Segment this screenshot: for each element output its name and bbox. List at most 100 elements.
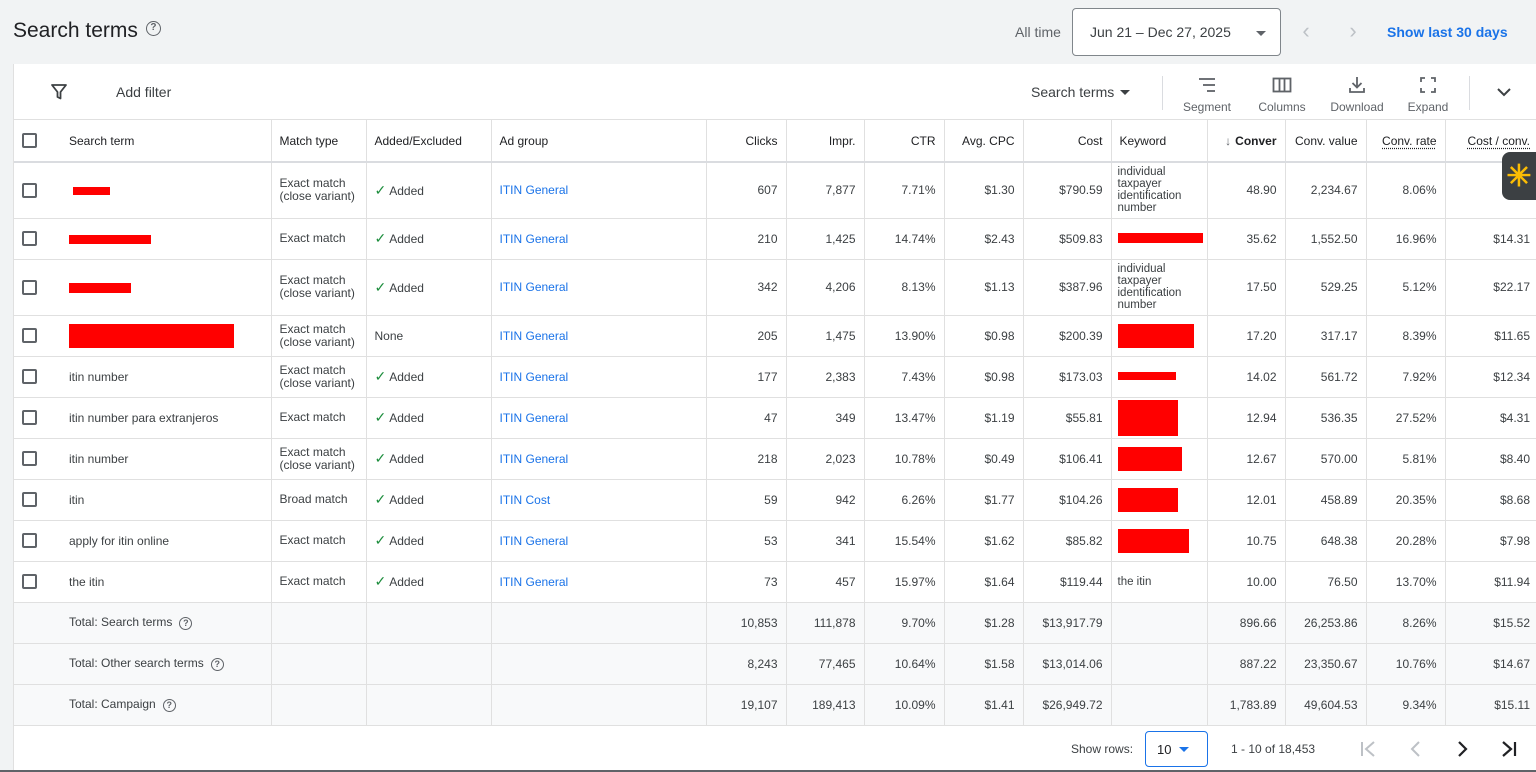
- table-row[interactable]: the itin Exact match ✓ Added ITIN General 73 4…: [14, 561, 1536, 603]
- ctr-cell: 7.43%: [864, 356, 945, 398]
- date-range-picker[interactable]: Jun 21 – Dec 27, 2025: [1072, 8, 1281, 56]
- clicks-cell: 210: [706, 218, 787, 260]
- totals-avg-cpc-cell: $1.28: [944, 602, 1024, 644]
- previous-period-arrow-icon[interactable]: ‹: [1302, 18, 1310, 43]
- row-checkbox[interactable]: [22, 492, 37, 508]
- search-term-cell: itin number para extranjeros: [61, 397, 272, 439]
- ad-group-link[interactable]: ITIN General: [499, 280, 569, 294]
- ad-group-link[interactable]: ITIN General: [499, 410, 569, 425]
- row-select-cell: [14, 397, 61, 439]
- table-row[interactable]: itin number Exact match (close variant) ✓ A…: [14, 438, 1536, 480]
- previous-page-icon[interactable]: [1404, 739, 1428, 759]
- totals-added-excluded-cell: [366, 643, 492, 685]
- ad-group-link[interactable]: ITIN General: [499, 451, 569, 466]
- segment-label: Segment: [1182, 100, 1232, 114]
- column-header-conv-rate[interactable]: Conv. rate: [1366, 120, 1446, 163]
- row-checkbox[interactable]: [22, 279, 37, 295]
- ad-group-link[interactable]: ITIN General: [499, 369, 569, 384]
- column-header-conv-value[interactable]: Conv. value: [1285, 120, 1367, 163]
- show-last-30-days-link[interactable]: Show last 30 days: [1387, 24, 1508, 40]
- added-excluded-cell: ✓ Added: [366, 561, 492, 603]
- row-checkbox[interactable]: [22, 369, 37, 385]
- ad-group-cell: ITIN General: [491, 438, 707, 480]
- column-header-keyword[interactable]: Keyword: [1111, 120, 1208, 163]
- column-header-cost[interactable]: Cost: [1023, 120, 1112, 163]
- cost-cell: $509.83: [1023, 218, 1112, 260]
- filter-icon[interactable]: [50, 83, 68, 101]
- ctr-cell: 10.78%: [864, 438, 945, 480]
- add-filter-button[interactable]: Add filter: [116, 84, 172, 100]
- conv-rate-cell: 13.70%: [1366, 561, 1446, 603]
- impressions-cell: 7,877: [786, 162, 865, 219]
- chevron-down-icon[interactable]: [1496, 84, 1512, 100]
- help-icon[interactable]: ?: [210, 657, 224, 671]
- column-header-clicks[interactable]: Clicks: [706, 120, 787, 163]
- columns-icon: [1272, 77, 1292, 93]
- ad-group-link[interactable]: ITIN General: [499, 328, 569, 343]
- table-row[interactable]: itin Broad match ✓ Added ITIN Cost 59 942 6.26%…: [14, 479, 1536, 521]
- match-type-cell: Exact match (close variant): [271, 162, 367, 219]
- search-term-cell: [61, 315, 272, 357]
- table-row[interactable]: itin number Exact match (close variant) ✓ A…: [14, 356, 1536, 398]
- row-checkbox[interactable]: [22, 231, 37, 247]
- table-row[interactable]: itin number para extranjeros Exact match ✓…: [14, 397, 1536, 439]
- ad-group-link[interactable]: ITIN Cost: [499, 492, 551, 507]
- last-page-icon[interactable]: [1496, 739, 1520, 759]
- column-header-search-term[interactable]: Search term: [61, 120, 272, 163]
- row-select-cell: [14, 162, 61, 219]
- row-checkbox[interactable]: [22, 328, 37, 344]
- columns-button[interactable]: Columns: [1254, 74, 1310, 114]
- segment-button[interactable]: Segment: [1180, 74, 1234, 114]
- first-page-icon[interactable]: [1357, 739, 1381, 759]
- assistant-sparkle-icon[interactable]: ✳: [1502, 152, 1536, 200]
- impressions-cell: 2,383: [786, 356, 865, 398]
- show-rows-label: Show rows:: [1071, 742, 1134, 756]
- rows-per-page-select[interactable]: 10: [1145, 731, 1208, 767]
- ad-group-cell: ITIN General: [491, 561, 707, 603]
- download-button[interactable]: Download: [1327, 74, 1387, 114]
- check-icon: ✓: [374, 573, 387, 589]
- conv-value-cell: 458.89: [1285, 479, 1367, 521]
- column-header-impressions[interactable]: Impr.: [786, 120, 865, 163]
- help-icon[interactable]: ?: [179, 616, 193, 630]
- totals-spacer-cell: [14, 602, 61, 644]
- avg-cpc-cell: $1.19: [944, 397, 1024, 439]
- ad-group-link[interactable]: ITIN General: [499, 574, 569, 589]
- match-type-cell: Exact match: [271, 520, 367, 562]
- row-checkbox[interactable]: [22, 182, 37, 198]
- keyword-text: the itin: [1117, 575, 1152, 588]
- expand-button[interactable]: Expand: [1404, 74, 1452, 114]
- table-row[interactable]: Exact match (close variant) None ITIN Gene…: [14, 315, 1536, 357]
- row-checkbox[interactable]: [22, 451, 37, 467]
- table-row[interactable]: Exact match (close variant) ✓ Added ITIN Ge…: [14, 259, 1536, 316]
- column-header-match-type[interactable]: Match type: [271, 120, 367, 163]
- next-period-arrow-icon[interactable]: ›: [1349, 18, 1357, 43]
- row-checkbox[interactable]: [22, 533, 37, 549]
- totals-conv-value-cell: 23,350.67: [1285, 643, 1367, 685]
- table-row[interactable]: Exact match (close variant) ✓ Added ITIN Ge…: [14, 162, 1536, 219]
- row-checkbox[interactable]: [22, 410, 37, 426]
- totals-cost-cell: $26,949.72: [1023, 684, 1112, 726]
- conv-rate-cell: 8.39%: [1366, 315, 1446, 357]
- avg-cpc-cell: $1.62: [944, 520, 1024, 562]
- conv-value-cell: 1,552.50: [1285, 218, 1367, 260]
- row-checkbox[interactable]: [22, 574, 37, 590]
- column-header-added-excluded[interactable]: Added/Excluded: [366, 120, 492, 163]
- search-term-text: apply for itin online: [69, 533, 170, 548]
- table-row[interactable]: Exact match ✓ Added ITIN General 210 1,425 14.…: [14, 218, 1536, 260]
- row-select-cell: [14, 218, 61, 260]
- table-row[interactable]: apply for itin online Exact match ✓ Added IT…: [14, 520, 1536, 562]
- ad-group-link[interactable]: ITIN General: [499, 183, 569, 198]
- help-icon[interactable]: ?: [145, 20, 161, 36]
- ad-group-link[interactable]: ITIN General: [499, 533, 569, 548]
- view-selector[interactable]: Search terms: [1031, 84, 1131, 100]
- next-page-icon[interactable]: [1450, 739, 1474, 759]
- column-header-ctr[interactable]: CTR: [864, 120, 945, 163]
- column-header-avg-cpc[interactable]: Avg. CPC: [944, 120, 1024, 163]
- column-header-ad-group[interactable]: Ad group: [491, 120, 707, 163]
- conv-value-cell: 76.50: [1285, 561, 1367, 603]
- help-icon[interactable]: ?: [162, 698, 176, 712]
- select-all-checkbox[interactable]: [22, 133, 37, 149]
- ad-group-link[interactable]: ITIN General: [499, 231, 569, 246]
- column-header-conversions[interactable]: ↓ Conver: [1207, 120, 1286, 163]
